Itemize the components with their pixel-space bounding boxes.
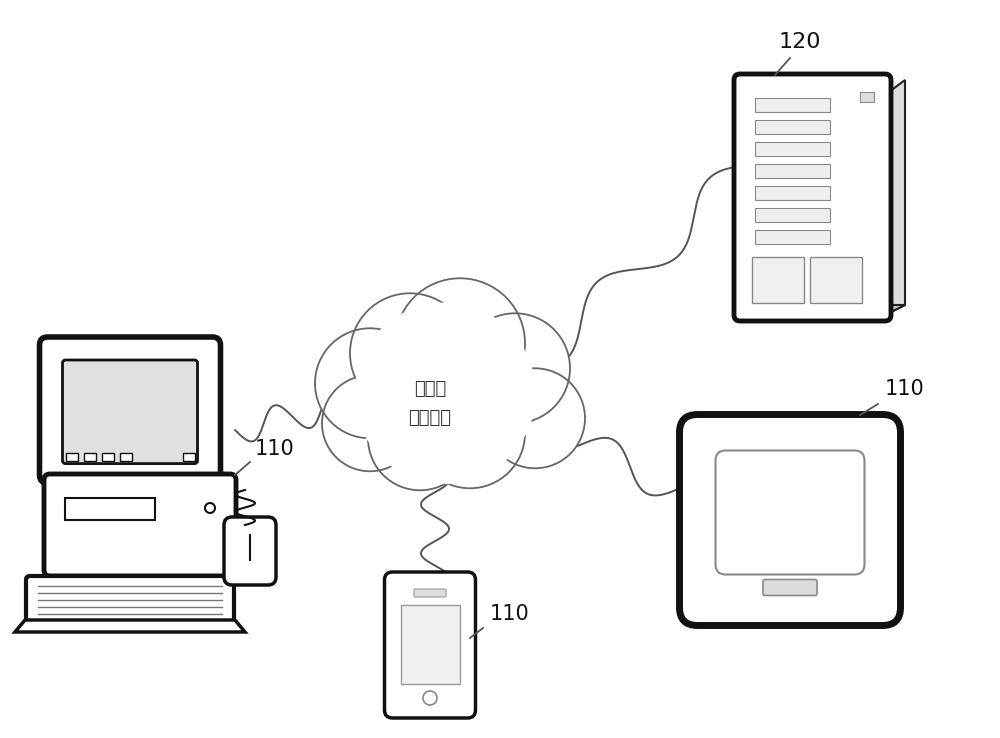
Text: 110: 110 <box>885 379 925 399</box>
FancyBboxPatch shape <box>860 92 874 102</box>
Circle shape <box>460 313 570 424</box>
Circle shape <box>315 328 425 438</box>
Circle shape <box>368 386 472 490</box>
FancyBboxPatch shape <box>224 517 276 585</box>
FancyBboxPatch shape <box>755 142 830 156</box>
FancyBboxPatch shape <box>401 605 460 684</box>
FancyBboxPatch shape <box>120 453 132 461</box>
FancyBboxPatch shape <box>810 257 862 303</box>
Circle shape <box>485 368 585 469</box>
Text: 120: 120 <box>779 32 821 52</box>
Circle shape <box>415 379 525 489</box>
FancyBboxPatch shape <box>414 589 446 597</box>
FancyBboxPatch shape <box>755 208 830 222</box>
FancyBboxPatch shape <box>44 474 236 576</box>
Circle shape <box>350 293 470 413</box>
FancyBboxPatch shape <box>763 579 817 596</box>
FancyBboxPatch shape <box>26 576 234 624</box>
FancyBboxPatch shape <box>65 498 155 520</box>
FancyBboxPatch shape <box>66 453 78 461</box>
Polygon shape <box>15 620 245 632</box>
FancyBboxPatch shape <box>40 337 221 483</box>
FancyBboxPatch shape <box>716 450 864 574</box>
Polygon shape <box>740 305 905 315</box>
Text: 有线或
无线网络: 有线或 无线网络 <box>409 379 452 427</box>
FancyBboxPatch shape <box>752 257 804 303</box>
FancyBboxPatch shape <box>63 360 198 463</box>
Circle shape <box>395 278 525 408</box>
FancyBboxPatch shape <box>755 230 830 244</box>
FancyBboxPatch shape <box>755 164 830 178</box>
Polygon shape <box>885 80 905 315</box>
Text: 110: 110 <box>490 604 530 624</box>
FancyBboxPatch shape <box>385 572 476 718</box>
Circle shape <box>322 376 418 472</box>
FancyBboxPatch shape <box>102 453 114 461</box>
FancyBboxPatch shape <box>734 74 891 321</box>
FancyBboxPatch shape <box>755 186 830 200</box>
FancyBboxPatch shape <box>84 453 96 461</box>
FancyBboxPatch shape <box>755 120 830 134</box>
Text: 110: 110 <box>255 439 295 459</box>
Circle shape <box>423 691 437 705</box>
Circle shape <box>355 303 535 483</box>
FancyBboxPatch shape <box>680 415 900 626</box>
FancyBboxPatch shape <box>755 98 830 112</box>
Circle shape <box>205 503 215 513</box>
FancyBboxPatch shape <box>183 453 195 461</box>
